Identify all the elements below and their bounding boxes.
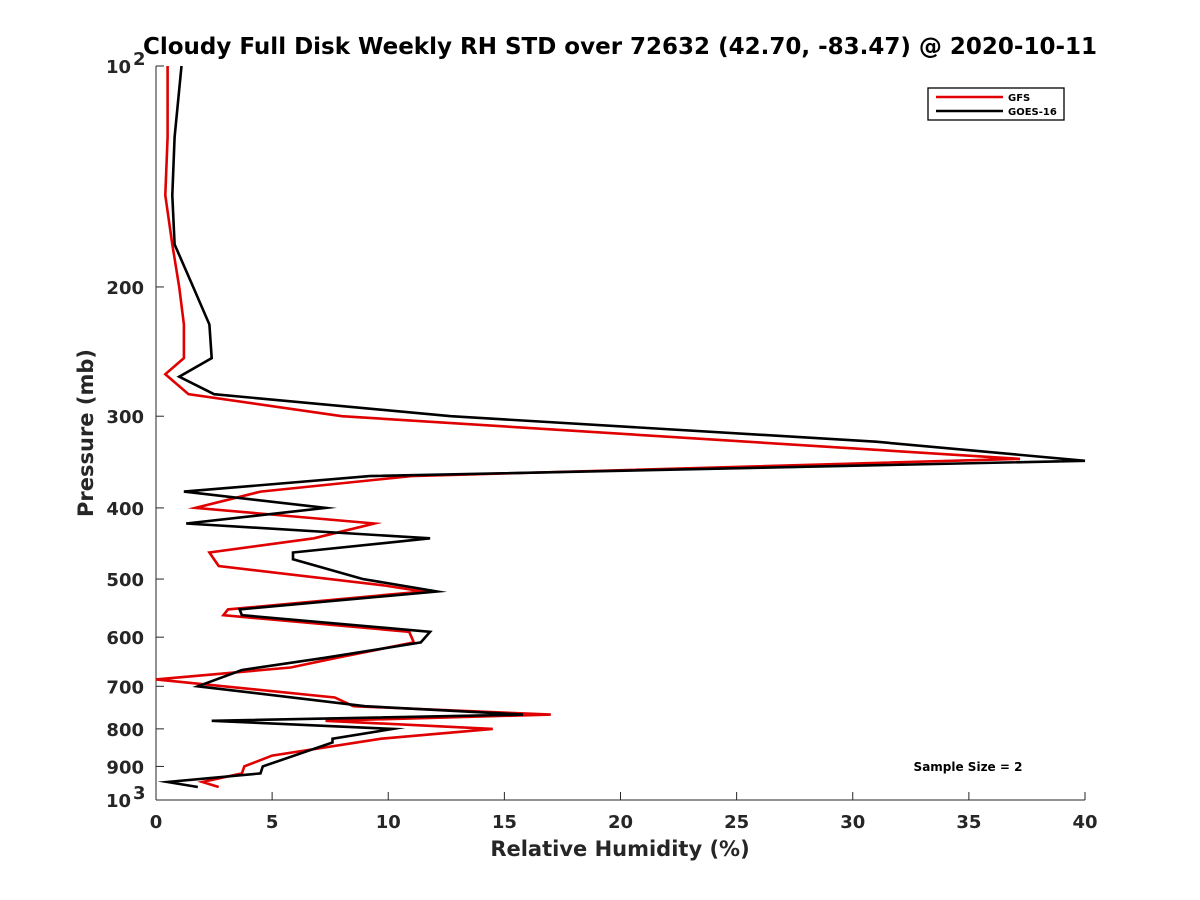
- x-tick-label: 15: [492, 812, 517, 833]
- x-tick-label: 0: [150, 812, 163, 833]
- series-group: [155, 65, 1086, 789]
- x-tick-label: 40: [1072, 812, 1097, 833]
- x-tick-label: 25: [724, 812, 749, 833]
- series-line-goes16: [157, 65, 1086, 789]
- y-tick-label: 200: [106, 278, 144, 299]
- x-tick-label: 35: [956, 812, 981, 833]
- x-tick-label: 10: [376, 812, 401, 833]
- legend-label-gfs: GFS: [1008, 93, 1030, 104]
- y-tick-label: 10: [106, 791, 131, 812]
- sample-size-annotation: Sample Size = 2: [914, 760, 1023, 774]
- legend-label-goes16: GOES-16: [1008, 107, 1057, 118]
- x-tick-label: 30: [840, 812, 865, 833]
- y-tick-label: 10: [106, 57, 131, 78]
- series-line-gfs: [155, 66, 1021, 789]
- legend: GFS GOES-16: [927, 87, 1065, 121]
- y-tick-label: 700: [106, 677, 144, 698]
- y-tick-label: 600: [106, 628, 144, 649]
- x-ticks: 0 5 10 15 20 25 30 35 40: [150, 792, 1098, 833]
- y-tick-label: 400: [106, 499, 144, 520]
- legend-box: [927, 87, 1065, 121]
- y-tick-exponent: 3: [133, 783, 146, 804]
- x-tick-label: 5: [266, 812, 279, 833]
- y-tick-label: 900: [106, 757, 144, 778]
- y-tick-label: 300: [106, 407, 144, 428]
- y-tick-label: 800: [106, 720, 144, 741]
- chart-title: Cloudy Full Disk Weekly RH STD over 7263…: [143, 34, 1097, 60]
- y-tick-label: 500: [106, 570, 144, 591]
- x-axis-label: Relative Humidity (%): [490, 837, 749, 861]
- y-axis-label: Pressure (mb): [74, 349, 98, 517]
- y-tick-exponent: 2: [133, 49, 146, 70]
- x-tick-label: 20: [608, 812, 633, 833]
